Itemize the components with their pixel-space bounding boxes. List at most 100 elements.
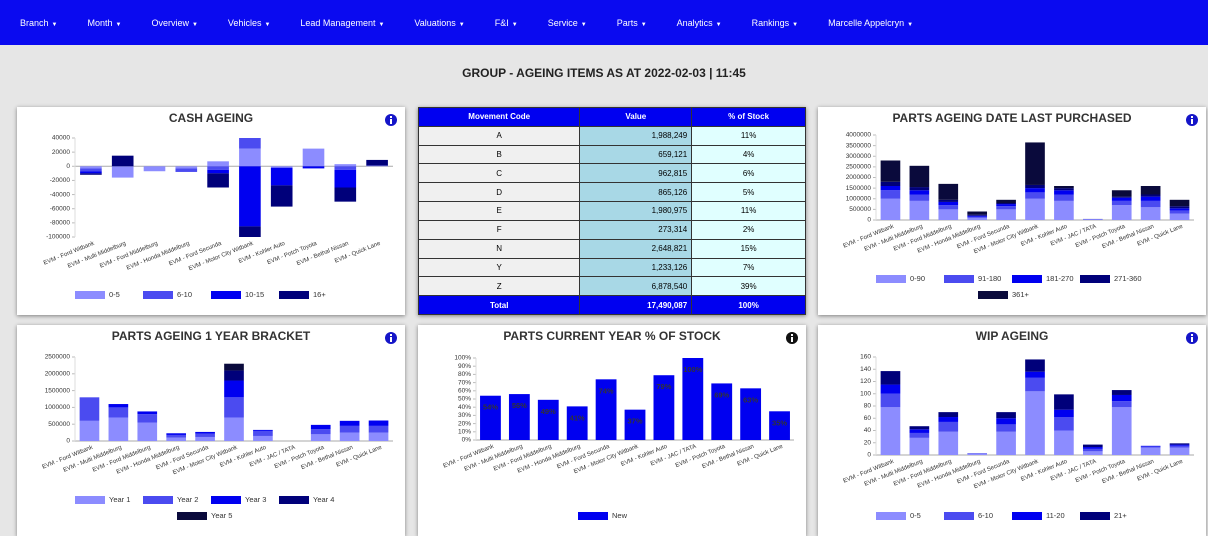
y-tick-label: 80: [864, 403, 872, 410]
bar: [368, 432, 389, 441]
bar: [80, 171, 102, 174]
info-icon[interactable]: [1186, 114, 1198, 126]
y-tick-label: 0: [867, 452, 871, 459]
info-icon[interactable]: [385, 332, 397, 344]
value-label: 56%: [512, 401, 527, 410]
bar: [996, 431, 1016, 455]
caret-icon: ▼: [264, 21, 271, 28]
y-tick-label: 2000000: [45, 371, 71, 378]
info-icon[interactable]: [1186, 332, 1198, 344]
bar: [224, 417, 244, 441]
bar: [880, 371, 901, 385]
bar: [1082, 219, 1103, 220]
chart-panel: WIP AGEING 0 20 40 60 80 100 120 140 160 EVM - For…: [818, 325, 1206, 536]
nav-item[interactable]: Month ▼: [87, 18, 121, 28]
table-cell: B: [418, 144, 581, 165]
bar: [1169, 210, 1190, 214]
page-title: GROUP - AGEING ITEMS AS AT 2022-02-03 | …: [462, 66, 746, 80]
bar: [880, 407, 901, 455]
bar: [137, 422, 158, 441]
y-tick-label: 2500000: [45, 354, 71, 361]
nav-item[interactable]: Vehicles ▼: [228, 18, 270, 28]
nav-item[interactable]: Parts ▼: [617, 18, 647, 28]
bar: [938, 431, 959, 455]
bar: [270, 166, 293, 168]
bar: [909, 187, 930, 191]
bar: [270, 185, 293, 207]
legend-label: 361+: [1012, 290, 1030, 299]
nav-item[interactable]: Lead Management ▼: [300, 18, 384, 28]
bar: [880, 198, 901, 220]
legend-label: Year 2: [177, 495, 198, 504]
info-dot: [791, 334, 793, 336]
legend-swatch: [143, 291, 173, 299]
bar: [938, 183, 959, 200]
value-label: 41%: [570, 413, 585, 422]
bar: [909, 190, 930, 195]
nav-item[interactable]: Service ▼: [548, 18, 587, 28]
nav-item[interactable]: Analytics ▼: [677, 18, 722, 28]
bar: [880, 393, 901, 408]
bar: [1082, 448, 1103, 452]
bar: [909, 194, 930, 201]
value-label: 100%: [683, 365, 703, 374]
y-tick-label: 4000000: [846, 132, 872, 139]
bar: [334, 187, 357, 202]
caret-icon: ▼: [907, 21, 914, 28]
bar: [1169, 206, 1190, 209]
bar: [207, 173, 229, 188]
value-label: 49%: [541, 407, 556, 416]
y-tick-label: 0: [867, 217, 871, 224]
nav-item[interactable]: Overview ▼: [151, 18, 197, 28]
chart-title: WIP AGEING: [976, 329, 1049, 343]
bar: [207, 166, 229, 170]
bar: [938, 417, 959, 422]
info-stem: [390, 337, 392, 342]
nav-item[interactable]: Marcelle Appelcryn ▼: [828, 18, 913, 28]
bar: [1140, 445, 1161, 447]
chart-panel: PARTS AGEING DATE LAST PURCHASED 0 500000 1…: [818, 107, 1206, 315]
nav-item[interactable]: Branch ▼: [20, 18, 57, 28]
bar: [909, 432, 930, 438]
bar: [1140, 196, 1161, 201]
bar: [1111, 407, 1132, 455]
nav-item[interactable]: F&I ▼: [495, 18, 518, 28]
bar: [1111, 197, 1132, 201]
y-tick-label: 90%: [458, 363, 471, 370]
nav-item[interactable]: Valuations ▼: [414, 18, 464, 28]
legend-label: 6-10: [177, 290, 192, 299]
bar: [1169, 213, 1190, 220]
info-icon[interactable]: [385, 114, 397, 126]
caret-icon: ▼: [378, 21, 385, 28]
y-tick-label: 20000: [52, 149, 70, 156]
bar: [480, 395, 501, 440]
chart: PARTS AGEING DATE LAST PURCHASED 0 500000 1…: [842, 111, 1198, 299]
bar: [368, 425, 389, 433]
nav-label: Analytics: [676, 17, 713, 28]
table-cell: N: [418, 238, 581, 259]
bar: [111, 155, 134, 167]
y-tick-label: 3500000: [846, 142, 872, 149]
nav-label: Lead Management: [300, 17, 376, 28]
value-label: 35%: [772, 418, 787, 427]
legend-swatch: [211, 291, 241, 299]
bar: [880, 181, 901, 186]
table-cell: 962,815: [579, 163, 693, 184]
y-tick-label: 0: [66, 438, 70, 445]
nav-label: Vehicles: [227, 17, 262, 28]
bar: [310, 429, 331, 435]
table-cell: Total: [418, 295, 581, 315]
info-dot: [1191, 334, 1193, 336]
nav-item[interactable]: Rankings ▼: [752, 18, 798, 28]
legend-label: 11-20: [1046, 511, 1065, 520]
info-icon[interactable]: [786, 332, 798, 344]
table-cell: Y: [418, 257, 581, 278]
bar: [270, 167, 293, 186]
bar: [1169, 445, 1190, 448]
bar: [1054, 194, 1074, 201]
table-row: B 659,121 4%: [418, 144, 806, 165]
bar: [1111, 200, 1132, 206]
bar: [207, 169, 229, 174]
bar: [80, 168, 102, 172]
bar: [1140, 207, 1161, 220]
